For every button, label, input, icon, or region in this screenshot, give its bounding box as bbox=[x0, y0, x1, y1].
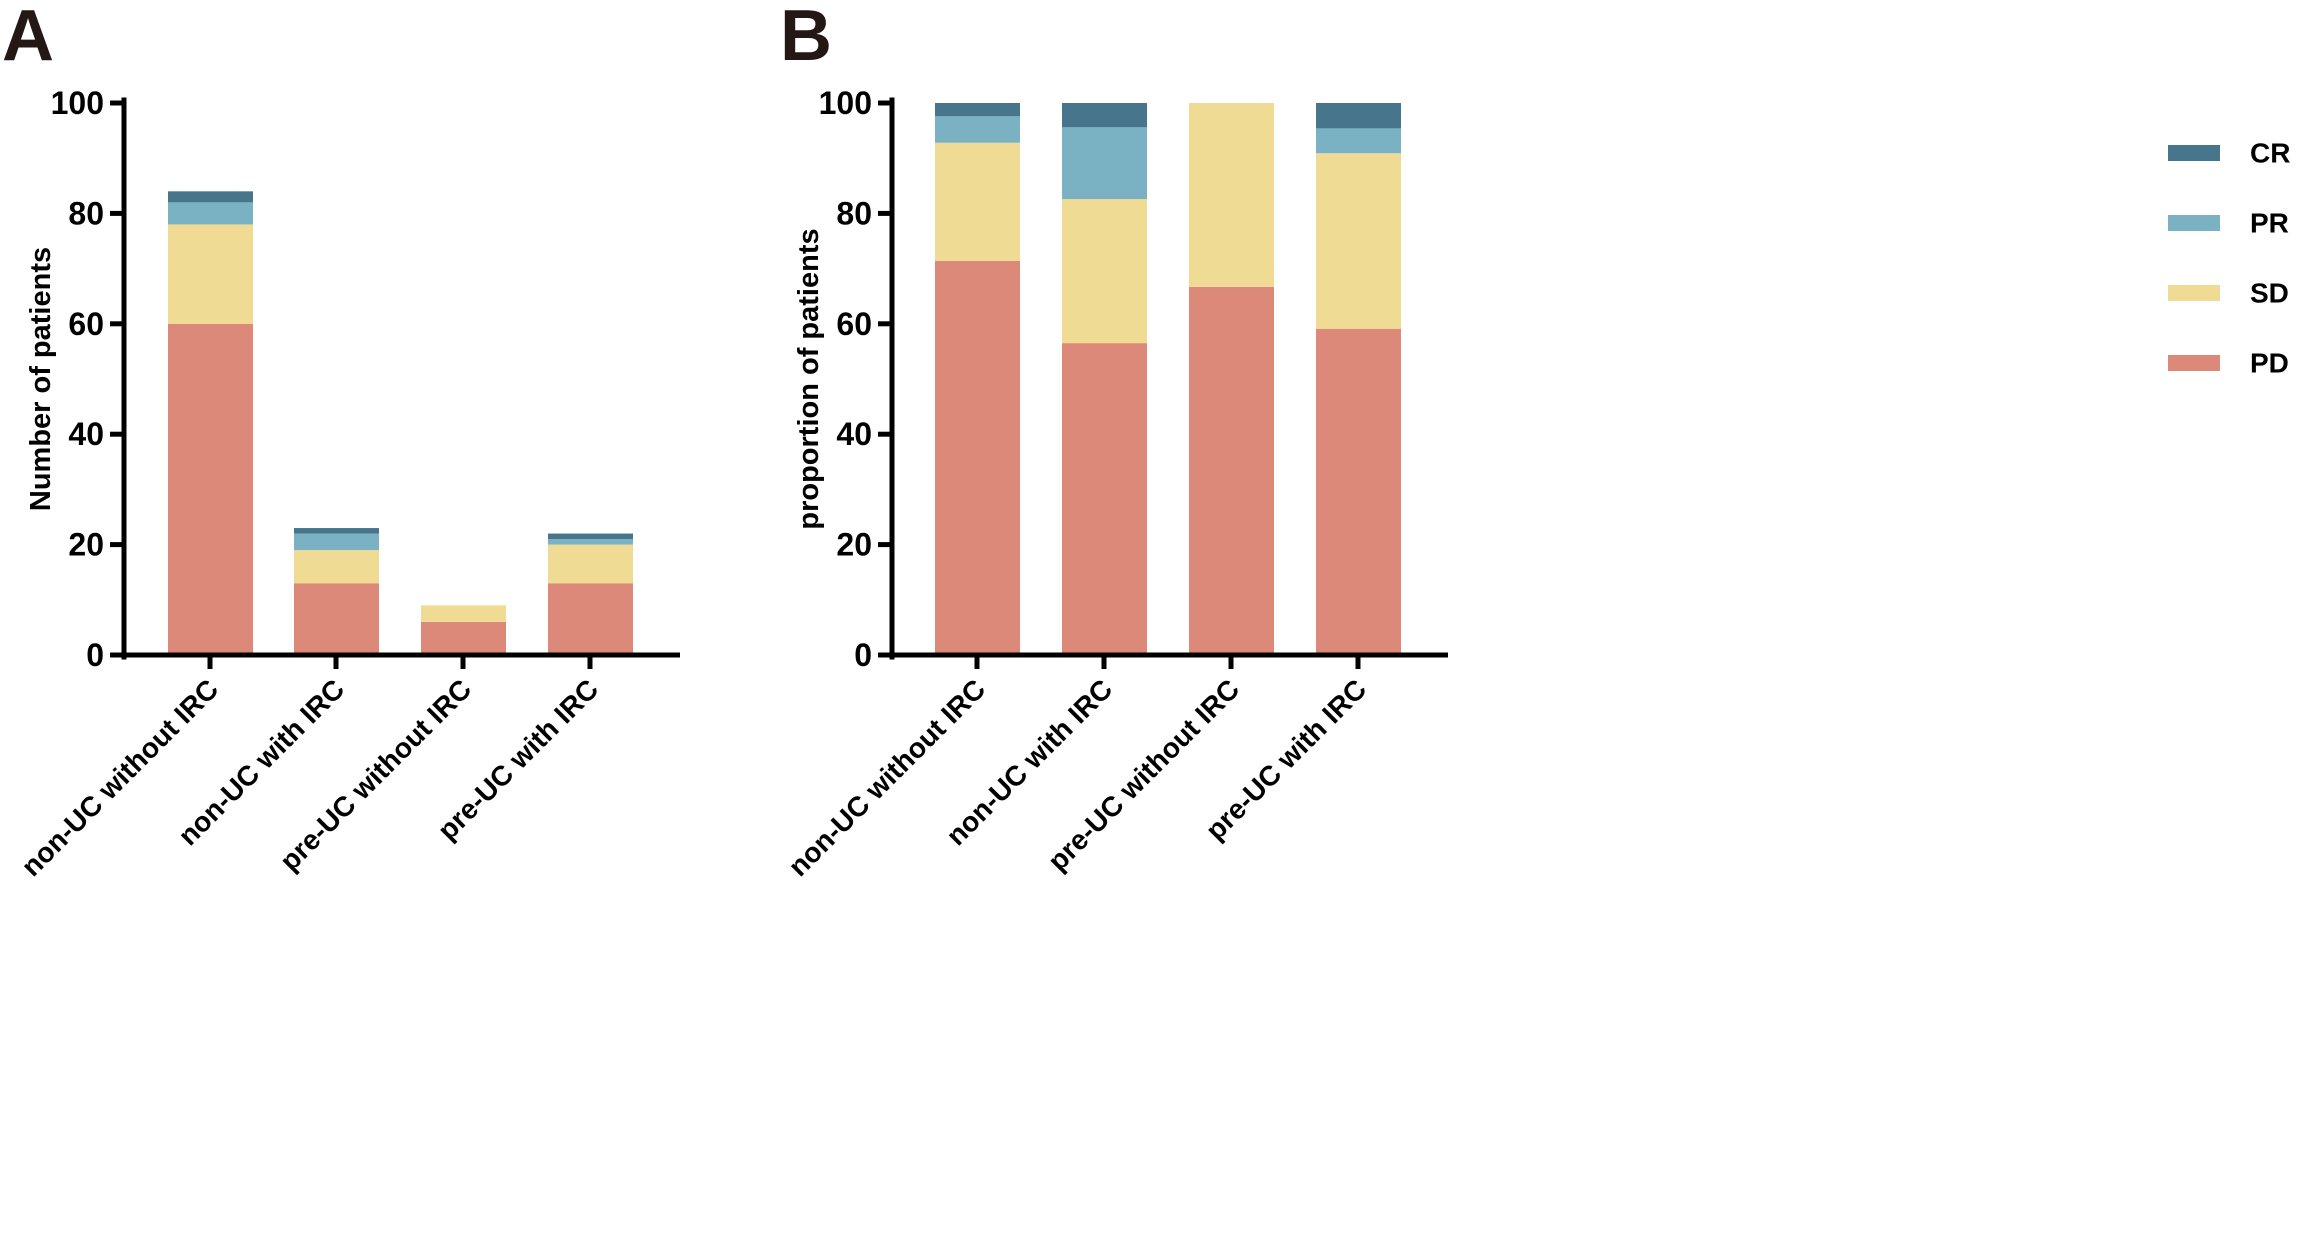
bar-sd-pre-uc-without-irc bbox=[1189, 103, 1274, 287]
bar-cr-pre-uc-with-irc bbox=[1316, 103, 1401, 129]
bar-pd-pre-uc-without-irc bbox=[1189, 286, 1274, 655]
bar-sd-non-uc-without-irc bbox=[168, 224, 253, 324]
y-tick-label: 100 bbox=[51, 85, 104, 121]
bar-cr-non-uc-with-irc bbox=[1062, 103, 1147, 128]
y-axis-title: proportion of patients bbox=[793, 228, 825, 529]
y-tick-label: 0 bbox=[86, 637, 104, 673]
y-tick-label: 60 bbox=[836, 306, 872, 342]
legend-label-pr: PR bbox=[2250, 208, 2289, 239]
panel-label: B bbox=[780, 0, 832, 76]
legend-swatch-cr bbox=[2168, 145, 2220, 161]
bar-pd-pre-uc-with-irc bbox=[1316, 328, 1401, 655]
bar-pd-non-uc-without-irc bbox=[935, 260, 1020, 655]
bar-pr-non-uc-with-irc bbox=[294, 533, 379, 551]
y-tick-label: 20 bbox=[836, 527, 872, 563]
bar-sd-non-uc-with-irc bbox=[294, 550, 379, 584]
bar-cr-non-uc-without-irc bbox=[168, 191, 253, 203]
y-tick-label: 40 bbox=[836, 416, 872, 452]
y-tick-label: 60 bbox=[68, 306, 104, 342]
bar-cr-non-uc-with-irc bbox=[294, 528, 379, 534]
legend-swatch-pd bbox=[2168, 355, 2220, 371]
bar-pr-non-uc-without-irc bbox=[168, 202, 253, 225]
bar-cr-non-uc-without-irc bbox=[935, 103, 1020, 117]
bar-pr-pre-uc-with-irc bbox=[548, 539, 633, 545]
bar-pd-non-uc-without-irc bbox=[168, 323, 253, 655]
bar-sd-pre-uc-without-irc bbox=[421, 605, 506, 622]
panel-label: A bbox=[2, 0, 54, 76]
legend-swatch-sd bbox=[2168, 285, 2220, 301]
y-tick-label: 40 bbox=[68, 416, 104, 452]
y-tick-label: 80 bbox=[836, 195, 872, 231]
y-tick-label: 80 bbox=[68, 195, 104, 231]
bar-pd-pre-uc-without-irc bbox=[421, 621, 506, 655]
bar-pd-pre-uc-with-irc bbox=[548, 583, 633, 655]
bar-pd-non-uc-with-irc bbox=[294, 583, 379, 655]
legend-label-cr: CR bbox=[2250, 138, 2290, 169]
bar-sd-pre-uc-with-irc bbox=[548, 544, 633, 584]
bar-sd-pre-uc-with-irc bbox=[1316, 153, 1401, 329]
legend-swatch-pr bbox=[2168, 215, 2220, 231]
bar-pd-non-uc-with-irc bbox=[1062, 343, 1147, 655]
legend: CR PR SD PD bbox=[2168, 138, 2290, 379]
y-tick-label: 100 bbox=[819, 85, 872, 121]
bar-cr-pre-uc-with-irc bbox=[548, 533, 633, 540]
bar-pr-non-uc-with-irc bbox=[1062, 127, 1147, 200]
y-tick-label: 20 bbox=[68, 527, 104, 563]
legend-label-pd: PD bbox=[2250, 348, 2289, 379]
x-category-label: non-UC without IRC bbox=[782, 673, 991, 882]
bar-sd-non-uc-without-irc bbox=[935, 142, 1020, 261]
y-axis-title: Number of patients bbox=[25, 247, 57, 511]
legend-label-sd: SD bbox=[2250, 278, 2289, 309]
bar-pr-pre-uc-with-irc bbox=[1316, 128, 1401, 154]
bar-sd-non-uc-with-irc bbox=[1062, 199, 1147, 344]
y-tick-label: 0 bbox=[854, 637, 872, 673]
bar-pr-non-uc-without-irc bbox=[935, 116, 1020, 143]
